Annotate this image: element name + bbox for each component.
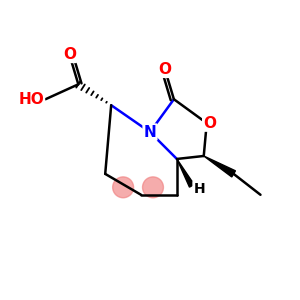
Polygon shape: [177, 159, 194, 187]
Circle shape: [142, 177, 164, 198]
Text: HO: HO: [18, 92, 44, 107]
Text: O: O: [63, 47, 76, 62]
Polygon shape: [204, 156, 236, 177]
Text: H: H: [194, 182, 205, 196]
Text: N: N: [144, 124, 156, 140]
Text: O: O: [158, 62, 171, 77]
Circle shape: [113, 177, 134, 198]
Text: O: O: [203, 116, 216, 130]
